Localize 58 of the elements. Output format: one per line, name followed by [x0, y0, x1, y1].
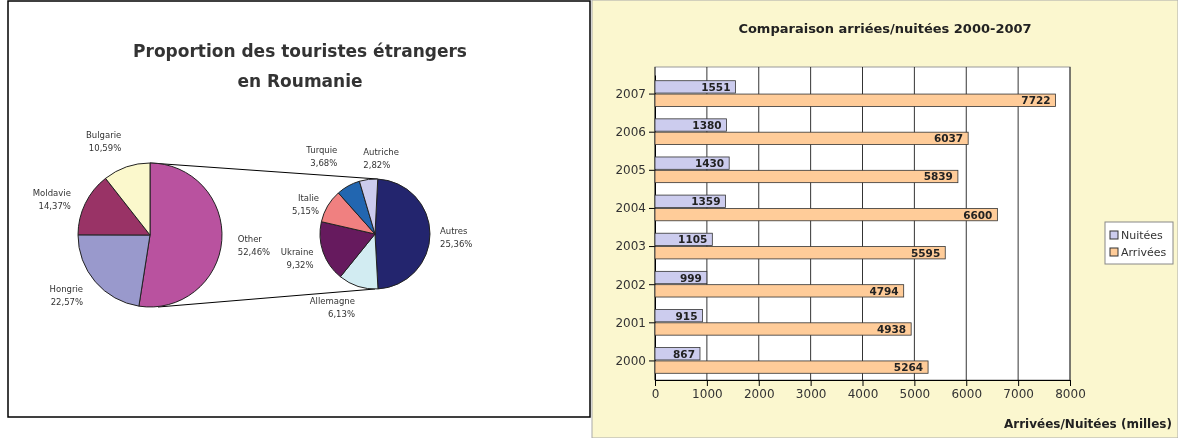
data-label: 6600 [963, 208, 993, 221]
x-tick-label: 4000 [847, 386, 879, 401]
y-tick-label: 2007 [615, 86, 646, 101]
data-label: 5264 [893, 361, 924, 374]
x-axis-title: Arrivées/Nuitées (milles) [1004, 417, 1172, 431]
data-label: 5839 [923, 170, 953, 183]
data-label: 915 [675, 309, 698, 322]
y-tick-label: 2004 [615, 201, 646, 216]
x-tick-label: 1000 [692, 386, 723, 401]
y-tick-label: 2003 [615, 239, 646, 254]
x-tick-label: 3000 [795, 386, 827, 401]
data-label: 14,37% [38, 201, 71, 212]
data-label: 4794 [869, 284, 899, 297]
slice-label: Ukraine [280, 247, 314, 258]
data-label: 7722 [1021, 94, 1051, 107]
data-label: 4938 [876, 322, 907, 335]
data-label: 1430 [694, 157, 725, 170]
x-tick-label: 8000 [1055, 386, 1086, 401]
slice-label: Italie [298, 192, 320, 203]
chart-title: Comparaison arriées/nuitées 2000-2007 [738, 21, 1032, 36]
slice-label: Autres [440, 225, 469, 236]
slice-label: Bulgarie [85, 129, 122, 140]
data-label: 1359 [691, 195, 721, 208]
slice-label: Moldavie [32, 188, 71, 199]
data-label: 6,13% [327, 308, 355, 319]
slice-label: Autriche [363, 147, 399, 158]
data-label: 3,68% [310, 158, 338, 169]
data-label: 867 [673, 347, 695, 360]
x-tick-label: 2000 [743, 386, 775, 401]
data-label: 5595 [911, 246, 941, 259]
data-label: 10,59% [88, 142, 122, 153]
slice-label: Turquie [305, 145, 338, 156]
data-label: 2,82% [363, 160, 391, 171]
y-tick-label: 2002 [615, 277, 646, 292]
x-tick-label: 5000 [899, 386, 931, 401]
y-tick-label: 2006 [615, 125, 646, 140]
y-tick-label: 2000 [615, 353, 646, 368]
slice-label: Other [237, 233, 263, 244]
x-tick-label: 6000 [951, 386, 983, 401]
data-label: 9,32% [286, 260, 314, 271]
y-tick-label: 2005 [615, 163, 646, 178]
chart-title: Proportion des touristes étrangers en Roumanie [133, 41, 467, 91]
slice-label: Allemagne [309, 295, 355, 306]
slice-label: Hongrie [49, 284, 84, 295]
data-label: 1105 [678, 233, 708, 246]
data-label: 1380 [692, 119, 722, 132]
data-label: 6037 [933, 132, 964, 145]
legend-label: Arrivées [1121, 246, 1167, 259]
data-label: 999 [679, 271, 702, 284]
x-tick-label: 7000 [1003, 386, 1034, 401]
data-label: 25,36% [440, 238, 473, 249]
x-tick-label: 0 [651, 386, 660, 401]
y-tick-label: 2001 [615, 315, 646, 330]
legend-label: Nuitées [1121, 229, 1164, 242]
data-label: 52,46% [237, 246, 271, 257]
data-label: 22,57% [50, 297, 84, 308]
data-label: 5,15% [292, 205, 320, 216]
data-label: 1551 [701, 80, 731, 93]
